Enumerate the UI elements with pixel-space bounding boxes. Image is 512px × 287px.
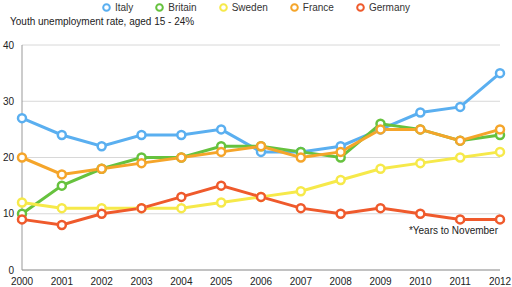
html-text:Britain: Britain xyxy=(168,2,197,13)
svg-text:2001: 2001 xyxy=(51,276,74,287)
html-text:France: France xyxy=(302,2,334,13)
svg-text:2005: 2005 xyxy=(210,276,233,287)
svg-text:40: 40 xyxy=(8,40,14,51)
html-text:Youth unemployment rate, aged: Youth unemployment rate, aged 15 - 24% xyxy=(10,16,195,27)
svg-text:2008: 2008 xyxy=(330,276,353,287)
svg-text:2006: 2006 xyxy=(250,276,273,287)
svg-text:30: 30 xyxy=(8,96,14,107)
svg-text:2000: 2000 xyxy=(11,276,34,287)
html-text:*Years to November: *Years to November xyxy=(408,225,498,236)
svg-text:2010: 2010 xyxy=(409,276,432,287)
svg-text:2012: 2012 xyxy=(489,276,504,287)
html-text:Germany: Germany xyxy=(368,2,410,13)
svg-text:2003: 2003 xyxy=(130,276,153,287)
svg-text:0: 0 xyxy=(8,265,14,276)
svg-text:20: 20 xyxy=(8,152,14,163)
html-text:Italy: Italy xyxy=(115,2,134,13)
svg-text:2011: 2011 xyxy=(449,276,471,287)
html-text:Sweden: Sweden xyxy=(231,2,268,13)
svg-text:2007: 2007 xyxy=(290,276,313,287)
svg-text:2004: 2004 xyxy=(170,276,193,287)
svg-text:2009: 2009 xyxy=(369,276,392,287)
svg-text:2002: 2002 xyxy=(91,276,114,287)
svg-text:10: 10 xyxy=(8,208,14,219)
